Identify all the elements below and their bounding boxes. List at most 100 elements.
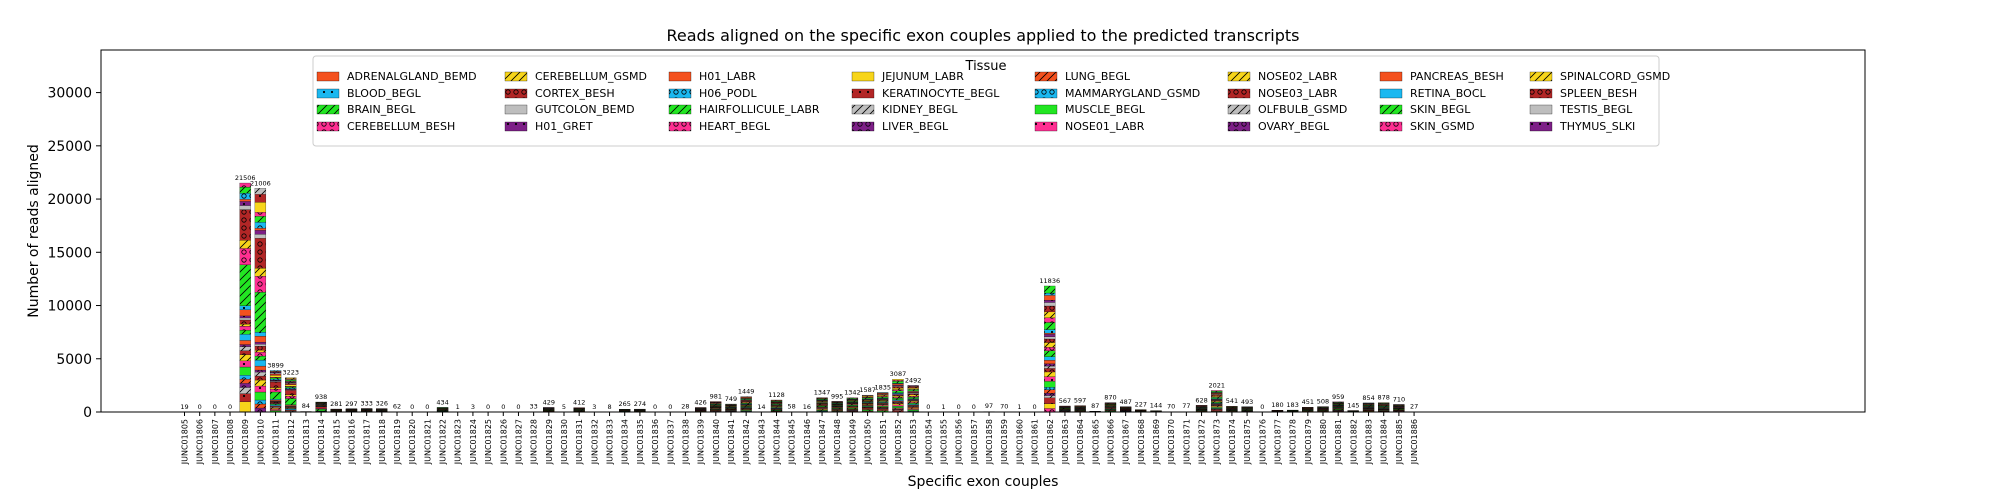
bar-segment-nose01-labr: [239, 360, 251, 368]
bar-segment-gutcolon-bemd: [254, 234, 267, 239]
x-tick-label: JUNC01873: [1213, 419, 1222, 465]
bar-segment-adrenalgland-bemd: [1044, 332, 1056, 335]
bar-segment-adrenalgland-bemd: [239, 309, 251, 317]
bar-segment-h01-labr: [892, 383, 904, 386]
bar-total-label: 183: [1286, 401, 1298, 409]
bar-total-label: 0: [653, 403, 657, 411]
legend-swatch: [668, 71, 692, 82]
bar-total-label: 878: [1378, 394, 1390, 402]
bar-total-label: 567: [1059, 397, 1071, 405]
bar-segment-hairfollicule-labr: [907, 389, 919, 392]
bar-total-label: 597: [1074, 397, 1086, 405]
bar-segment-h01-labr: [254, 228, 267, 231]
bar-segment-keratinocyte-begl: [239, 393, 251, 402]
legend-swatch: [1379, 71, 1403, 82]
bar-segment-keratinocyte-begl: [254, 194, 267, 203]
bar-segment-kidney-begl: [239, 387, 251, 394]
bar-segment-spinalcord-gsmd: [254, 349, 267, 353]
x-tick-label: JUNC01876: [1258, 419, 1267, 465]
legend-swatch: [1379, 88, 1403, 99]
legend-entry-blood-begl: BLOOD_BEGL: [316, 87, 422, 100]
bar-total-label: 326: [376, 400, 388, 408]
x-tick-label: JUNC01841: [727, 419, 736, 465]
bar-segment-cerebellum-gsmd: [269, 387, 282, 390]
bar-segment-cerebellum-besh: [1044, 317, 1056, 323]
bar-total-label: 3223: [282, 369, 299, 377]
bar-total-label: 1342: [844, 389, 861, 397]
x-tick-label: JUNC01843: [757, 419, 766, 465]
bar-total-label: 1347: [814, 389, 831, 397]
bar-segment-gutcolon-bemd: [1044, 302, 1056, 307]
bar-segment-gutcolon-bemd: [892, 385, 904, 387]
x-tick-label: JUNC01832: [590, 419, 599, 465]
legend-label: LUNG_BEGL: [1065, 70, 1131, 83]
bar-segment-nose03-labr: [1044, 368, 1056, 373]
x-tick-label: JUNC01844: [773, 419, 782, 465]
legend-swatch: [668, 88, 692, 99]
bar-segment-testis-begl: [254, 343, 267, 347]
legend-label: NOSE02_LABR: [1258, 70, 1338, 83]
bar-total-label: 0: [1033, 403, 1037, 411]
bar-segment-keratinocyte-begl: [877, 408, 889, 410]
bar-total-label: 628: [1195, 396, 1207, 404]
x-tick-label: JUNC01877: [1273, 419, 1282, 465]
bar-total-label: 1: [941, 403, 945, 411]
legend-swatch: [1034, 71, 1058, 82]
bar-segment-mammarygland-gsmd: [254, 399, 267, 405]
bar-segment-jejunum-labr: [269, 375, 282, 378]
bar-segment-thymus-slki: [239, 315, 251, 319]
bar-segment-kidney-begl: [254, 188, 267, 195]
bar-segment-cortex-besh: [907, 393, 919, 396]
x-tick-label: JUNC01807: [211, 419, 220, 465]
bar-segment-nose02-labr: [285, 377, 297, 379]
bar-segment-nose02-labr: [239, 354, 251, 362]
legend-swatch: [668, 121, 692, 132]
x-tick-label: JUNC01870: [1167, 419, 1176, 465]
x-tick-label: JUNC01883: [1365, 419, 1374, 465]
bar-segment-cerebellum-besh: [254, 276, 267, 293]
legend-entry-cortex-besh: CORTEX_BESH: [504, 87, 615, 100]
bar-segment-kidney-begl: [269, 372, 282, 374]
bar-total-label: 16: [803, 403, 811, 411]
bar-segment-keratinocyte-begl: [269, 373, 282, 376]
bar-total-label: 0: [516, 403, 520, 411]
bar-segment-cerebellum-gsmd: [254, 268, 267, 277]
x-tick-label: JUNC01811: [272, 419, 281, 465]
bar-segment-nose02-labr: [907, 407, 919, 409]
bar-segment-blood-begl: [239, 305, 251, 310]
legend-entry-jejunum-labr: JEJUNUM_LABR: [851, 70, 964, 83]
legend-entry-olfbulb-gsmd: OLFBULB_GSMD: [1227, 103, 1347, 116]
x-tick-label: JUNC01824: [469, 419, 478, 465]
bar-total-label: 0: [668, 403, 672, 411]
legend-entry-brain-begl: BRAIN_BEGL: [316, 103, 416, 116]
bar-segment-skin-gsmd: [1044, 347, 1056, 351]
bar-segment-mammarygland-gsmd: [239, 375, 251, 380]
legend-swatch: [851, 121, 875, 132]
bar-segment-brain-begl: [239, 264, 251, 306]
legend-label: TESTIS_BEGL: [1559, 103, 1633, 116]
bar-segment-liver-begl: [1044, 393, 1056, 396]
bar-total-label: 265: [619, 400, 631, 408]
bar-segment-hairfollicule-labr: [285, 386, 297, 388]
legend-swatch: [316, 121, 340, 132]
legend-entry-mammarygland-gsmd: MAMMARYGLAND_GSMD: [1034, 87, 1200, 100]
x-tick-label: JUNC01817: [363, 419, 372, 465]
bar-segment-muscle-begl: [239, 366, 251, 376]
legend-swatch: [1529, 88, 1553, 99]
bar-segment-cerebellum-gsmd: [907, 394, 919, 397]
bar-segment-heart-begl: [239, 182, 251, 188]
legend-entry-kidney-begl: KIDNEY_BEGL: [851, 103, 958, 116]
bar-segment-cerebellum-gsmd: [892, 387, 904, 390]
legend-entry-nose01-labr: NOSE01_LABR: [1034, 120, 1145, 133]
x-tick-label: JUNC01816: [347, 419, 356, 465]
legend-swatch: [1379, 121, 1403, 132]
bar-total-label: 1: [456, 403, 460, 411]
bar-segment-skin-begl: [239, 330, 251, 335]
bar-segment-hairfollicule-labr: [892, 381, 904, 384]
bar-total-label: 3087: [890, 370, 907, 378]
bar-total-label: 1449: [738, 388, 755, 396]
legend-label: SKIN_GSMD: [1410, 120, 1475, 133]
bar-segment-pancreas-besh: [239, 340, 251, 345]
bar-segment-nose01-labr: [892, 404, 904, 407]
bar-total-label: 70: [1167, 402, 1175, 410]
